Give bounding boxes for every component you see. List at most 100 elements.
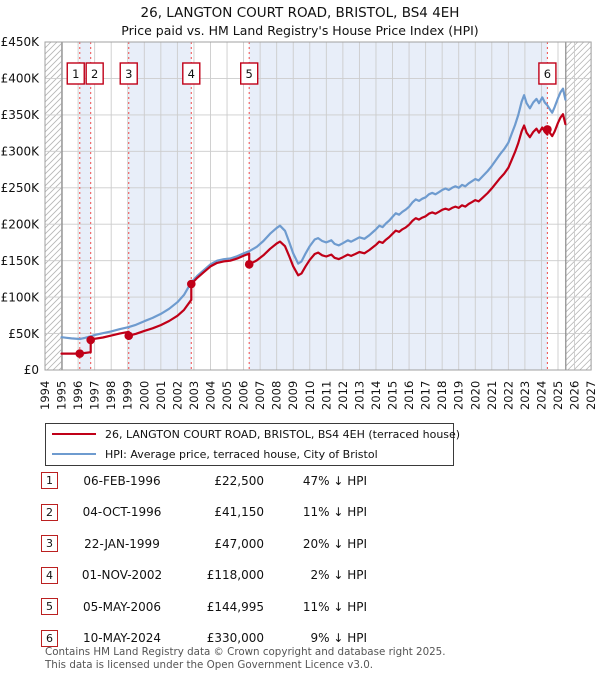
sale-number-badge: 3 <box>41 535 58 552</box>
svg-text:£150K: £150K <box>1 254 41 268</box>
svg-text:2015: 2015 <box>386 381 400 410</box>
sale-price: £22,500 <box>214 473 264 488</box>
svg-text:5: 5 <box>246 67 253 81</box>
svg-text:1998: 1998 <box>104 381 118 410</box>
page-subtitle: Price paid vs. HM Land Registry's House … <box>121 23 479 38</box>
table-row: 4 01-NOV-2002 £118,000 2% ↓ HPI <box>41 566 381 585</box>
legend-entry-property: 26, LANGTON COURT ROAD, BRISTOL, BS4 4EH… <box>46 424 460 444</box>
sale-date: 10-MAY-2024 <box>82 631 161 645</box>
chart-legend: 26, LANGTON COURT ROAD, BRISTOL, BS4 4EH… <box>45 423 460 466</box>
svg-text:2007: 2007 <box>253 381 267 410</box>
svg-text:2003: 2003 <box>187 381 201 410</box>
svg-text:2024: 2024 <box>534 381 548 410</box>
page-title: 26, LANGTON COURT ROAD, BRISTOL, BS4 4EH <box>140 5 460 21</box>
svg-text:2002: 2002 <box>170 381 184 410</box>
svg-text:2009: 2009 <box>286 381 300 410</box>
svg-text:6: 6 <box>544 67 551 81</box>
license-footer: Contains HM Land Registry data © Crown c… <box>45 646 446 671</box>
legend-label: HPI: Average price, terraced house, City… <box>105 447 378 461</box>
sale-date: 05-MAY-2006 <box>82 599 161 614</box>
legend-line-swatch-blue <box>52 453 96 455</box>
sale-price: £47,000 <box>214 536 264 551</box>
table-row: 5 05-MAY-2006 £144,995 11% ↓ HPI <box>41 597 381 616</box>
sale-point-markers <box>75 125 552 358</box>
svg-text:1997: 1997 <box>88 381 102 410</box>
sale-hpi-diff: 9% ↓ HPI <box>310 631 367 645</box>
svg-text:2005: 2005 <box>220 381 234 410</box>
chart-hatch <box>45 42 592 370</box>
svg-text:2006: 2006 <box>237 381 251 410</box>
svg-text:2027: 2027 <box>584 381 598 410</box>
svg-text:2016: 2016 <box>402 381 416 410</box>
sale-price: £41,150 <box>214 505 264 519</box>
svg-text:£0: £0 <box>24 363 39 377</box>
svg-text:2001: 2001 <box>154 381 168 410</box>
svg-text:1995: 1995 <box>55 381 69 410</box>
svg-text:2008: 2008 <box>270 381 284 410</box>
sale-price: £144,995 <box>206 599 264 614</box>
svg-text:£250K: £250K <box>1 181 41 195</box>
svg-text:£50K: £50K <box>8 327 40 341</box>
svg-text:2010: 2010 <box>303 381 317 410</box>
footer-line1: Contains HM Land Registry data © Crown c… <box>45 646 446 658</box>
sale-number-badge: 2 <box>41 503 58 521</box>
x-axis-labels: 1994 1995 1996 1997 1998 1999 2000 2001 2002 2003… <box>38 381 598 410</box>
sale-price: £330,000 <box>206 631 264 645</box>
legend-entry-hpi: HPI: Average price, terraced house, City… <box>46 444 453 464</box>
footer-line2: This data is licensed under the Open Gov… <box>45 658 374 671</box>
svg-text:2020: 2020 <box>468 381 482 410</box>
svg-text:£400K: £400K <box>1 72 41 86</box>
sale-number-badge: 4 <box>41 566 58 584</box>
svg-text:2: 2 <box>91 67 98 81</box>
chart-bands <box>79 42 548 370</box>
sale-date: 06-FEB-1996 <box>83 473 161 488</box>
svg-text:2011: 2011 <box>319 381 333 410</box>
svg-text:2004: 2004 <box>203 381 217 410</box>
sale-date: 22-JAN-1999 <box>84 536 160 551</box>
svg-text:1996: 1996 <box>71 381 85 410</box>
sale-hpi-diff: 20% ↓ HPI <box>302 536 367 551</box>
svg-text:2017: 2017 <box>419 381 433 410</box>
sale-number-badge: 5 <box>41 598 58 615</box>
svg-text:2025: 2025 <box>551 381 565 410</box>
table-row: 6 10-MAY-2024 £330,000 9% ↓ HPI <box>41 629 381 648</box>
svg-text:2026: 2026 <box>568 381 582 410</box>
sale-number-badge: 6 <box>41 629 58 647</box>
svg-text:2012: 2012 <box>336 381 350 410</box>
sale-hpi-diff: 2% ↓ HPI <box>310 568 367 582</box>
svg-text:1994: 1994 <box>38 381 52 410</box>
svg-text:2019: 2019 <box>452 381 466 410</box>
svg-text:£450K: £450K <box>1 35 41 49</box>
svg-text:2023: 2023 <box>518 381 532 410</box>
sale-price: £118,000 <box>206 568 264 582</box>
svg-text:1999: 1999 <box>121 381 135 410</box>
sale-hpi-diff: 47% ↓ HPI <box>302 473 367 488</box>
hpi-series-line <box>60 87 567 341</box>
sale-date: 04-OCT-1996 <box>82 505 162 519</box>
sale-date: 01-NOV-2002 <box>81 568 163 582</box>
table-row: 2 04-OCT-1996 £41,150 11% ↓ HPI <box>41 503 381 522</box>
svg-text:2018: 2018 <box>435 381 449 410</box>
table-row: 3 22-JAN-1999 £47,000 20% ↓ HPI <box>41 534 381 553</box>
svg-text:£100K: £100K <box>1 290 41 304</box>
plot-border <box>44 41 592 371</box>
legend-line-swatch-red <box>52 433 96 435</box>
svg-text:£350K: £350K <box>1 108 41 122</box>
svg-text:2022: 2022 <box>501 381 515 410</box>
svg-text:2000: 2000 <box>137 381 151 410</box>
svg-text:2013: 2013 <box>352 381 366 410</box>
sale-number-badge: 1 <box>41 472 58 489</box>
sale-hpi-diff: 11% ↓ HPI <box>302 505 367 519</box>
y-axis-labels: £0 £50K £100K £150K £200K £250K £300K £350K £400… <box>1 35 41 377</box>
svg-text:3: 3 <box>125 67 132 81</box>
price-chart: 1 2 3 4 5 6 £0 £50K £100K £150K £200K £250K £300K £35… <box>1 35 599 410</box>
svg-text:£300K: £300K <box>1 145 41 159</box>
sale-hpi-diff: 11% ↓ HPI <box>302 599 367 614</box>
svg-text:1: 1 <box>72 67 79 81</box>
svg-text:2021: 2021 <box>485 381 499 410</box>
legend-label: 26, LANGTON COURT ROAD, BRISTOL, BS4 4EH… <box>105 427 461 441</box>
table-row: 1 06-FEB-1996 £22,500 47% ↓ HPI <box>41 471 381 490</box>
svg-text:£200K: £200K <box>1 217 41 231</box>
